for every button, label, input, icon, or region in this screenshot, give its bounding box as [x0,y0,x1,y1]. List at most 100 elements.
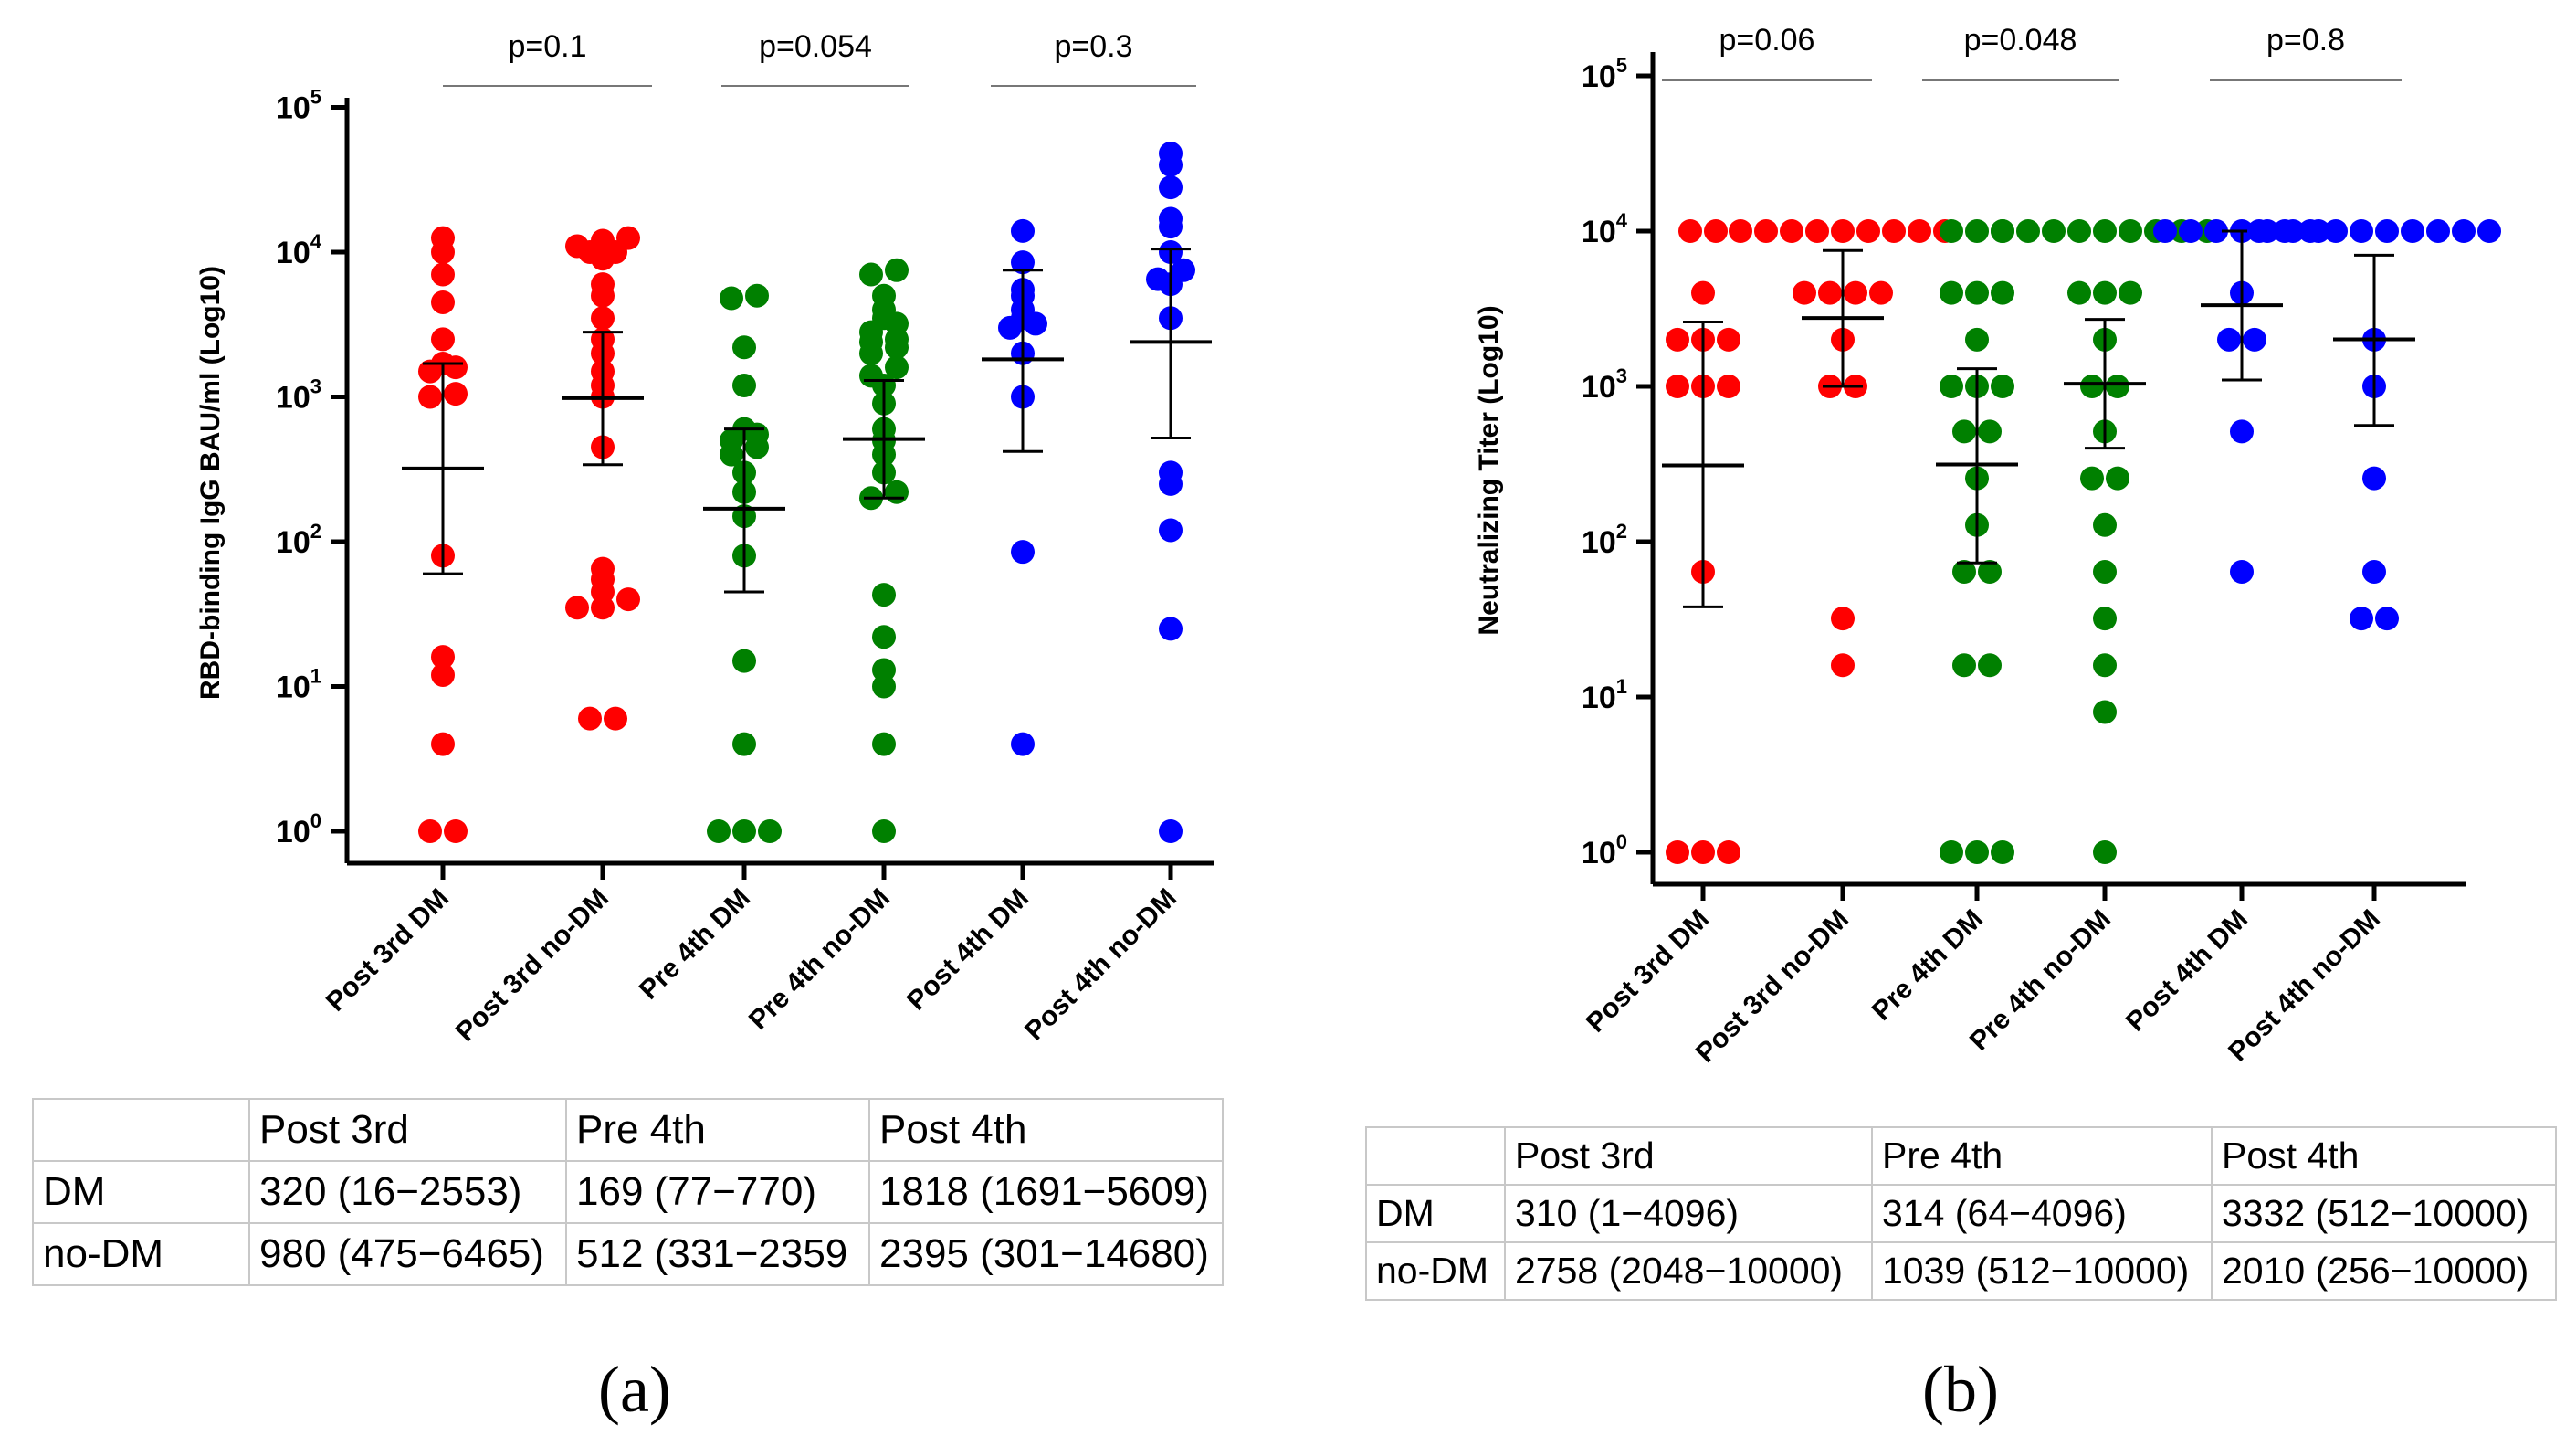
data-point [732,819,756,843]
header-cell-empty [32,1098,250,1162]
data-point [872,583,896,607]
data-point [1666,840,1689,864]
data-point [1146,267,1170,291]
data-point [2080,375,2104,398]
data-point [604,706,627,731]
data-point [1991,375,2014,398]
y-tick-label: 100 [1582,830,1627,871]
data-point [732,335,756,360]
data-point [1978,653,2002,678]
y-tick-label: 101 [276,665,321,705]
panel-label-b: (b) [1922,1353,1999,1426]
data-point [1666,327,1689,352]
row-label-no-dm: no-DM [32,1222,250,1286]
data-point [418,819,442,843]
cell-dm-post-3rd: 310 (1−4096) [1504,1184,1873,1243]
data-point [1831,607,1855,631]
data-point [1159,206,1183,231]
data-point [1856,219,1880,243]
row-label-dm: DM [1365,1184,1506,1243]
cell-dm-pre-4th: 169 (77−770) [565,1160,870,1224]
data-point [418,385,442,409]
y-tick-label: 105 [276,86,321,126]
data-point [431,662,455,687]
data-point [431,262,455,287]
data-point [1159,819,1183,843]
row-label-no-dm: no-DM [1365,1241,1506,1301]
data-point [565,234,589,259]
data-point [2093,219,2117,243]
y-tick-label: 102 [1582,520,1627,560]
data-point [1159,460,1183,485]
y-tick-label: 103 [276,375,321,416]
cell-no-dm-pre-4th: 1039 (512−10000) [1871,1241,2213,1301]
data-point [2106,466,2129,491]
data-point [1780,219,1803,243]
data-point [1011,218,1035,243]
p-value-label: p=0.3 [1054,29,1132,64]
data-point [1882,219,1906,243]
cell-no-dm-pre-4th: 512 (331−2359 [565,1222,870,1286]
data-point [885,258,909,282]
data-point [444,382,468,406]
chart-b: 100 101 102 103 104 105 Neutralizing Titer (Lo… [1474,23,2501,1069]
y-tick-label: 105 [1582,54,1627,94]
data-point [2298,219,2322,243]
data-point [1159,142,1183,166]
data-point [2093,280,2117,305]
data-point [2093,559,2117,584]
x-tick-label-pre-4th-no-dm: Pre 4th no-DM [743,883,896,1036]
y-tick-label: 100 [276,809,321,850]
data-point [1793,280,1816,305]
y-axis-label: RBD-binding IgG BAU/ml (Log10) [195,266,226,700]
data-point [1952,653,1976,678]
x-tick-label-post-3rd-no-dm: Post 3rd no-DM [450,883,615,1048]
data-point [1940,219,1963,243]
data-point [1678,219,1702,243]
p-value-label: p=0.054 [759,29,872,64]
data-point [1717,840,1740,864]
x-tick-label-post-4th-dm: Post 4th DM [2120,904,2254,1038]
data-point [1908,219,1931,243]
data-point [1011,540,1035,565]
data-point [2362,559,2386,584]
table-header-row: Post 3rd Pre 4th Post 4th [32,1098,1224,1162]
data-point [431,327,455,352]
data-point [2067,219,2091,243]
cell-dm-post-4th: 1818 (1691−5609) [868,1160,1224,1224]
data-point [431,645,455,670]
data-point [2362,466,2386,491]
data-point [2067,280,2091,305]
data-point [431,226,455,250]
data-point [2119,219,2142,243]
data-point [1717,375,1740,398]
data-point [872,732,896,756]
header-cell-empty [1365,1126,1506,1186]
y-tick-label: 101 [1582,675,1627,715]
data-point [859,364,883,388]
x-tick-label-post-3rd-dm: Post 3rd DM [1581,904,1715,1039]
data-point [2477,219,2501,243]
data-point [2243,327,2266,352]
data-point [565,596,589,620]
data-point [591,306,615,331]
table-row-dm: DM 310 (1−4096) 314 (64−4096) 3332 (512−… [1365,1184,2557,1243]
y-tick-label: 104 [1582,209,1628,249]
data-point [1978,559,2002,584]
cell-dm-post-4th: 3332 (512−10000) [2211,1184,2557,1243]
data-point [859,262,883,287]
panel-label-a: (a) [598,1353,671,1426]
x-tick-label-pre-4th-dm: Pre 4th DM [1866,904,1989,1027]
data-point [707,819,731,843]
data-point [1965,327,1989,352]
data-point [2217,327,2241,352]
data-point [1159,617,1183,641]
data-point [1952,419,1976,444]
header-cell-pre-4th: Pre 4th [1871,1126,2213,1186]
data-point [2093,607,2117,631]
data-point [1717,327,1740,352]
cell-no-dm-post-3rd: 980 (475−6465) [248,1222,567,1286]
data-point [872,658,896,682]
data-point [2426,219,2450,243]
data-point [758,819,782,843]
